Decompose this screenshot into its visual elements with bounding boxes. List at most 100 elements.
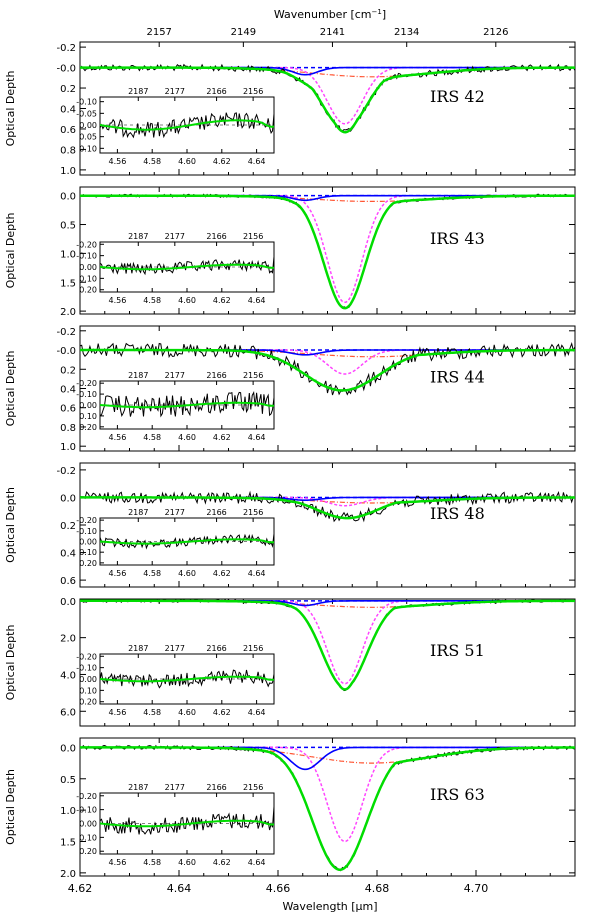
inset-x-tick-label: 4.56 (108, 708, 126, 717)
inset-x-tick-label: 4.60 (178, 708, 196, 717)
y-tick-label: 0.4 (60, 549, 76, 560)
source-label: IRS 51 (430, 641, 485, 660)
y-axis-title: Optical Depth (4, 351, 17, 427)
panel-irs-43: 0.0 0.5 1.0 1.5 2.0 Optical Depth IRS 43 -0.20 -… (4, 186, 576, 318)
inset-x-tick-label: 4.58 (143, 569, 161, 578)
y-axis-title: Optical Depth (4, 487, 17, 563)
source-label: IRS 43 (430, 229, 485, 248)
inset-top-tick-label: 2156 (243, 371, 263, 380)
y-tick-label: 1.0 (60, 249, 76, 260)
inset-y-tick-label: -0.05 (76, 109, 97, 118)
inset-spectrum-line (99, 806, 275, 835)
inset-x-tick-label: 4.62 (213, 858, 231, 867)
inset-y-tick-label: 0.20 (79, 559, 97, 568)
y-tick-label: 1.5 (60, 278, 76, 289)
y-tick-label: 4.0 (60, 670, 76, 681)
x-tick-label: 4.66 (266, 882, 291, 895)
inset-y-tick-label: -0.20 (76, 240, 97, 249)
inset-x-tick-label: 4.56 (108, 569, 126, 578)
total-fit-line (80, 194, 575, 310)
x-axis-label: Wavelength [μm] (282, 900, 377, 913)
spectrum-line (79, 342, 576, 396)
top-tick-label: 2126 (483, 27, 508, 38)
inset-x-tick-label: 4.58 (143, 296, 161, 305)
inset-x-tick-label: 4.56 (108, 157, 126, 166)
inset-fit-line (99, 119, 275, 131)
inset-y-tick-label: 0.10 (79, 548, 97, 557)
inset-top-tick-label: 2156 (243, 508, 263, 517)
x-tick-label: 4.70 (464, 882, 489, 895)
source-label: IRS 63 (430, 785, 485, 804)
inset-y-tick-label: -0.20 (76, 652, 97, 661)
inset-spectrum-line (99, 390, 275, 418)
y-tick-label: 1.5 (60, 838, 76, 849)
y-tick-label: 0.2 (60, 521, 76, 532)
inset-x-tick-label: 4.64 (248, 433, 266, 442)
y-axis-title: Optical Depth (4, 625, 17, 701)
inset-x-tick-label: 4.56 (108, 296, 126, 305)
x-tick-label: 4.68 (365, 882, 390, 895)
inset-spectrum-line (99, 533, 275, 550)
panel-irs-42: -0.2 -0.0 0.2 0.4 0.6 0.8 1.0 Optical Depth IRS … (4, 41, 576, 177)
top-tick-label: 2141 (320, 27, 345, 38)
inset-y-tick-label: 0.05 (79, 133, 97, 142)
inset-top-tick-label: 2156 (243, 644, 263, 653)
inset-x-tick-label: 4.60 (178, 569, 196, 578)
inset-y-tick-label: 0.20 (79, 423, 97, 432)
inset-fit-line (99, 538, 275, 545)
inset-top-tick-label: 2166 (206, 644, 226, 653)
panel-irs-63: 0.0 0.5 1.0 1.5 2.0 Optical Depth IRS 63 -0.20 -… (4, 737, 576, 880)
inset-x-tick-label: 4.58 (143, 433, 161, 442)
inset-y-tick-label: 0.00 (79, 121, 97, 130)
y-tick-label: 0.2 (60, 84, 76, 95)
y-tick-label: 0.5 (60, 221, 76, 232)
inset-top-tick-label: 2177 (165, 508, 185, 517)
inset-x-tick-label: 4.62 (213, 708, 231, 717)
inset-y-tick-label: -0.20 (76, 792, 97, 801)
inset-x-tick-label: 4.58 (143, 708, 161, 717)
inset-y-tick-label: -0.10 (76, 252, 97, 261)
y-axis-title: Optical Depth (4, 71, 17, 147)
top-tick-label: 2157 (146, 27, 171, 38)
inset-y-tick-label: 0.00 (79, 820, 97, 829)
y-tick-label: 0.8 (60, 145, 76, 156)
y-tick-label: 0.4 (60, 105, 76, 116)
inset-top-tick-label: 2187 (128, 87, 148, 96)
inset-y-tick-label: 0.20 (79, 698, 97, 707)
total-fit-line (80, 496, 575, 520)
inset-top-tick-label: 2166 (206, 371, 226, 380)
inset-top-tick-label: 2156 (243, 232, 263, 241)
inset-y-tick-label: 0.20 (79, 847, 97, 856)
inset-x-tick-label: 4.62 (213, 569, 231, 578)
top-tick-label: 2149 (231, 27, 256, 38)
inset-top-tick-label: 2187 (128, 232, 148, 241)
inset-y-tick-label: 0.00 (79, 263, 97, 272)
inset-top-tick-label: 2187 (128, 783, 148, 792)
source-label: IRS 42 (430, 87, 485, 106)
inset-fit-line (99, 263, 275, 271)
total-fit-line (80, 348, 575, 392)
inset-y-tick-label: 0.00 (79, 401, 97, 410)
inset-y-tick-label: -0.10 (76, 390, 97, 399)
inset-y-tick-label: 0.00 (79, 675, 97, 684)
inset-x-tick-label: 4.56 (108, 858, 126, 867)
y-tick-label: -0.0 (56, 64, 76, 75)
inset-x-tick-label: 4.58 (143, 858, 161, 867)
total-fit-line (80, 66, 575, 134)
y-tick-label: 0.6 (60, 404, 76, 415)
y-tick-label: 0.8 (60, 423, 76, 434)
inset-top-tick-label: 2177 (165, 87, 185, 96)
inset-y-tick-label: 0.10 (79, 833, 97, 842)
inset-x-tick-label: 4.62 (213, 296, 231, 305)
inset-x-tick-label: 4.60 (178, 157, 196, 166)
inset-y-tick-label: -0.10 (76, 527, 97, 536)
top-tick-label: 2134 (394, 27, 419, 38)
y-tick-label: 1.0 (60, 806, 76, 817)
inset-x-tick-label: 4.64 (248, 569, 266, 578)
inset-x-tick-label: 4.56 (108, 433, 126, 442)
inset-top-tick-label: 2156 (243, 783, 263, 792)
inset-x-tick-label: 4.64 (248, 157, 266, 166)
inset-y-tick-label: 0.10 (79, 686, 97, 695)
inset-x-tick-label: 4.64 (248, 858, 266, 867)
top-axis-label: Wavenumber [cm−1] (274, 8, 386, 21)
